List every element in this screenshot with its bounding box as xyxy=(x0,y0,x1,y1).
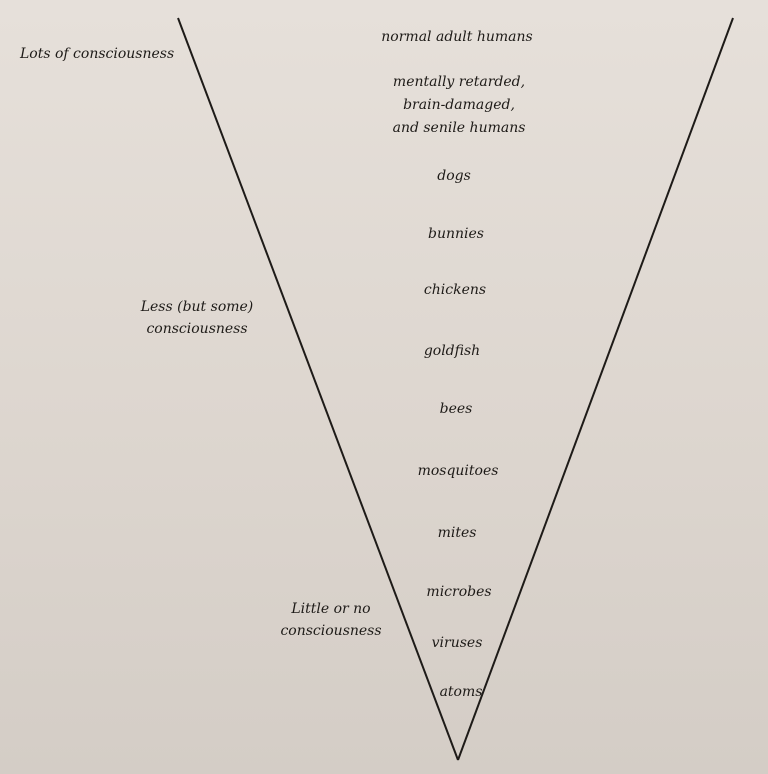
scale-label-less-line1: Less (but some) xyxy=(140,299,254,315)
level-bees: bees xyxy=(439,401,473,417)
level-microbes: microbes xyxy=(426,584,492,600)
level-impaired-humans-line3: and senile humans xyxy=(392,120,526,136)
level-normal-adult-humans: normal adult humans xyxy=(381,29,533,45)
level-atoms: atoms xyxy=(439,684,483,700)
funnel-right-edge xyxy=(457,17,734,761)
level-dogs: dogs xyxy=(437,168,471,184)
funnel-left-edge xyxy=(177,17,459,761)
scale-label-lots: Lots of consciousness xyxy=(20,46,175,62)
scale-label-little: Little or no consciousness xyxy=(266,598,396,642)
scale-label-little-line1: Little or no xyxy=(291,601,371,617)
level-impaired-humans-line1: mentally retarded, xyxy=(392,74,526,90)
scale-label-less-line2: consciousness xyxy=(146,321,248,337)
level-mites: mites xyxy=(437,525,477,541)
level-bunnies: bunnies xyxy=(428,226,484,242)
level-goldfish: goldfish xyxy=(423,343,481,359)
level-chickens: chickens xyxy=(423,282,487,298)
level-impaired-humans-line2: brain-damaged, xyxy=(403,97,515,113)
scale-label-little-line2: consciousness xyxy=(280,623,382,639)
scale-label-less: Less (but some) consciousness xyxy=(132,296,262,340)
level-mosquitoes: mosquitoes xyxy=(417,463,499,479)
level-viruses: viruses xyxy=(431,635,483,651)
